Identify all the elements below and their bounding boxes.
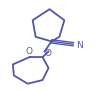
Text: O: O <box>25 47 32 56</box>
Text: N: N <box>76 41 83 50</box>
Text: O: O <box>44 49 51 58</box>
